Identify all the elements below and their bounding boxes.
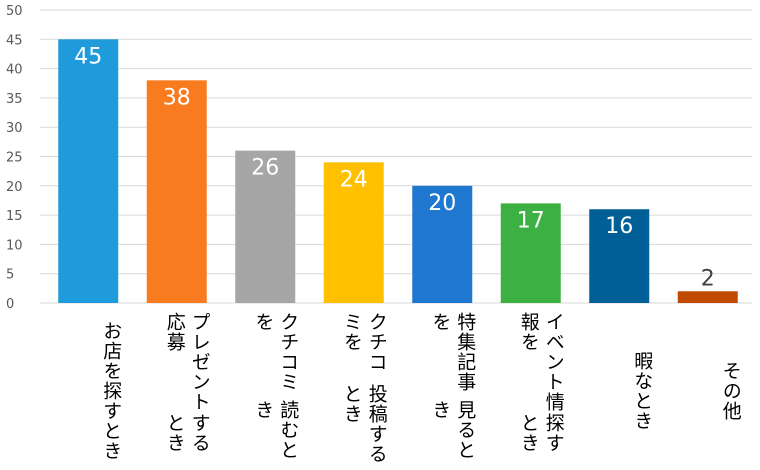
y-axis-ticks: 0 5 10 15 20 25 30 35 40 45 50 [6,4,23,312]
bar [58,39,119,304]
x-tick-label: クチコミを 読むとき [230,312,300,470]
y-tick-label: 15 [6,209,23,224]
data-label: 38 [163,85,191,110]
x-tick-label-line: お店を探すとき [100,321,123,461]
y-tick-label: 35 [6,92,23,107]
bar [500,203,561,303]
x-tick-label-line: クチコミを [252,312,300,392]
y-tick-label: 40 [6,63,23,78]
bar [412,185,473,303]
x-tick-label-line: プレゼント応募 [163,312,211,412]
x-tick-label-line: 暇なとき [631,351,654,431]
x-tick-label: お店を探すとき [53,312,123,470]
y-tick-label: 0 [6,297,14,312]
data-label: 24 [340,167,368,192]
x-tick-label-line: イベント情報を [517,312,565,412]
bar [323,162,384,303]
x-tick-label-line: クチコミを [340,312,388,372]
x-tick-label: イベント情報を 探すとき [496,312,566,470]
y-tick-label: 50 [6,4,23,19]
bar [146,80,207,303]
bar [677,291,738,303]
x-tick-label-line: 探すとき [517,412,565,453]
x-tick-label: 特集記事を 見るとき [407,312,477,470]
x-tick-label: プレゼント応募 するとき [142,312,212,470]
data-label: 20 [428,191,456,216]
y-tick-label: 5 [6,268,14,283]
x-tick-label-line: 読むとき [252,399,300,460]
x-tick-label-line: その他 [719,361,742,421]
x-tick-label: クチコミを投稿するとき [319,312,389,470]
x-tick-label-line: 投稿するとき [340,383,388,464]
y-tick-label: 45 [6,33,23,48]
data-label: 26 [251,156,279,181]
data-label: 16 [605,214,633,239]
data-label: 2 [701,266,715,291]
x-tick-label: その他 [673,312,743,470]
bars [58,39,738,304]
data-label: 45 [74,44,102,69]
data-labels: 45 38 26 24 20 17 16 2 [74,44,715,291]
bar [589,209,650,303]
x-tick-label-line: 特集記事を [429,312,477,392]
y-tick-label: 30 [6,121,23,136]
x-tick-label-line: するとき [163,412,211,453]
y-tick-label: 25 [6,151,23,166]
x-tick-label-line: 見るとき [429,399,477,460]
y-tick-label: 10 [6,238,23,253]
data-label: 17 [517,208,545,233]
y-tick-label: 20 [6,180,23,195]
x-tick-label: 暇なとき [584,312,654,470]
bar [235,150,296,303]
